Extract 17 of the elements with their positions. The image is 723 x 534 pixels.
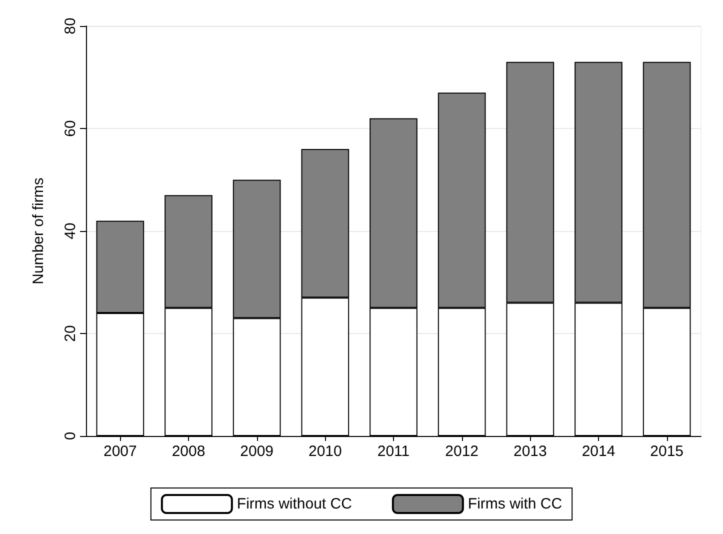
- x-tick-label: 2015: [650, 443, 684, 460]
- x-tick-label: 2007: [103, 443, 137, 460]
- x-tick-label: 2011: [377, 443, 410, 460]
- x-tick-label: 2012: [445, 443, 479, 460]
- legend-label: Firms without CC: [236, 496, 352, 512]
- x-tick-label: 2009: [240, 443, 274, 460]
- legend-label: Firms with CC: [468, 496, 562, 512]
- y-tick-label: 0: [62, 432, 79, 440]
- x-tick-label: 2010: [308, 443, 342, 460]
- y-tick-label: 80: [62, 18, 79, 34]
- x-tick-label: 2008: [172, 443, 206, 460]
- y-axis-title: Number of firms: [30, 178, 47, 284]
- y-tick-label: 20: [62, 325, 79, 342]
- x-tick-label: 2014: [582, 443, 616, 460]
- x-tick-label: 2013: [513, 443, 547, 460]
- y-tick-label: 60: [62, 120, 79, 137]
- y-tick-label: 40: [62, 222, 79, 240]
